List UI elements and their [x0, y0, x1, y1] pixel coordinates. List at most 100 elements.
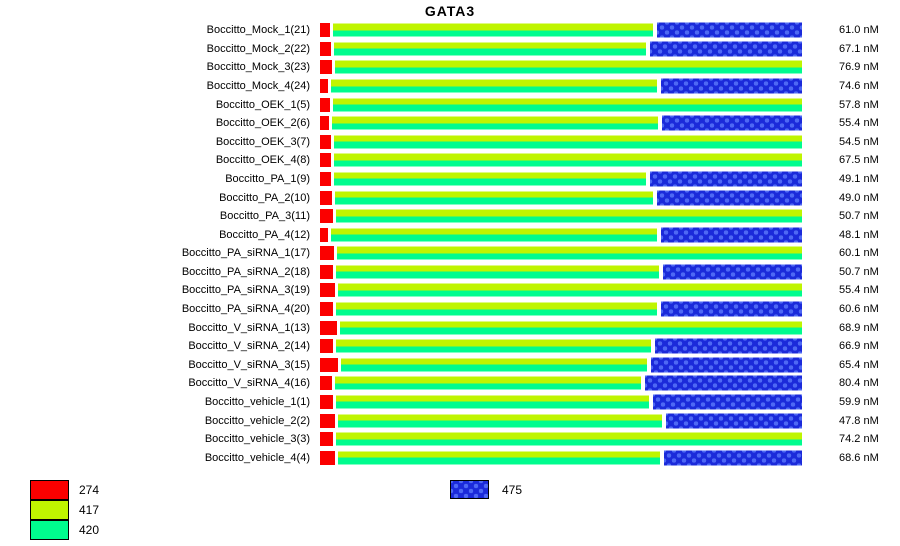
row-label: Boccitto_PA_3(11) — [219, 210, 310, 223]
bar-segment-475 — [650, 41, 802, 57]
bar-segment-475 — [666, 413, 802, 429]
bar-segment-420 — [336, 346, 651, 353]
bar-group-417-420 — [336, 339, 651, 353]
row-label: Boccitto_PA_4(12) — [219, 228, 310, 241]
bar-segment-417 — [333, 98, 802, 105]
row-value: 61.0 nM — [839, 24, 879, 37]
bar-segment-475 — [645, 375, 802, 391]
row-value: 60.6 nM — [839, 303, 879, 316]
bar-group-417-420 — [333, 23, 653, 37]
row-value: 59.9 nM — [839, 395, 879, 408]
chart-row: Boccitto_OEK_2(6) 55.4 nM — [0, 114, 900, 133]
bar-segment-417 — [338, 414, 662, 421]
row-label: Boccitto_PA_2(10) — [219, 191, 310, 204]
bar-segment-420 — [331, 86, 657, 93]
bar-segment-417 — [332, 116, 658, 124]
row-value: 68.6 nM — [839, 451, 879, 464]
legend-475: 475 — [450, 480, 522, 499]
bar-group-417-420 — [338, 414, 662, 428]
bar-segment-475 — [661, 227, 802, 243]
legend-swatch-274 — [30, 479, 69, 500]
bar-group-417-420 — [338, 451, 660, 465]
bar-segment-417 — [336, 302, 657, 310]
legend-swatch-417 — [30, 499, 69, 520]
legend-item-274: 274 — [30, 479, 100, 500]
row-value: 66.9 nM — [839, 340, 879, 353]
bar-group-417-420 — [338, 283, 802, 297]
chart-row: Boccitto_PA_siRNA_1(17) 60.1 nM — [0, 244, 900, 263]
row-value: 54.5 nM — [839, 135, 879, 148]
row-label: Boccitto_V_siRNA_1(13) — [188, 321, 310, 334]
bar-segment-475 — [663, 264, 802, 280]
legend-label-274: 274 — [79, 483, 100, 497]
bar-segment-274 — [320, 376, 332, 391]
bar-segment-420 — [336, 309, 657, 316]
bar-segment-475 — [651, 357, 802, 373]
bar-segment-420 — [335, 197, 653, 205]
bar-group-417-420 — [334, 135, 802, 149]
bar-group-417-420 — [334, 42, 646, 56]
bar-group-417-420 — [336, 265, 659, 279]
legend-label-420: 420 — [79, 523, 100, 537]
bar-segment-417 — [334, 172, 646, 179]
row-label: Boccitto_PA_siRNA_1(17) — [181, 247, 310, 260]
bar-segment-417 — [336, 265, 659, 272]
bar-segment-274 — [320, 339, 333, 354]
bar-group-417-420 — [340, 321, 802, 335]
bar-segment-420 — [340, 327, 802, 335]
chart-row: Boccitto_Mock_4(24) 74.6 nM — [0, 77, 900, 96]
bar-segment-417 — [338, 283, 802, 291]
row-label: Boccitto_Mock_2(22) — [206, 42, 310, 55]
bar-group-417-420 — [335, 376, 641, 390]
bar-segment-420 — [338, 420, 662, 428]
chart-row: Boccitto_PA_siRNA_3(19) 55.4 nM — [0, 281, 900, 300]
bar-segment-420 — [336, 401, 649, 409]
bar-group-417-420 — [336, 302, 657, 316]
row-label: Boccitto_V_siRNA_2(14) — [188, 340, 310, 353]
bar-segment-475 — [653, 394, 802, 410]
bar-segment-417 — [338, 451, 660, 458]
row-value: 49.0 nM — [839, 191, 879, 204]
bar-segment-475 — [662, 115, 802, 131]
bar-segment-274 — [320, 116, 329, 131]
row-value: 55.4 nM — [839, 284, 879, 297]
bar-segment-420 — [336, 271, 659, 279]
bar-segment-417 — [335, 376, 641, 384]
row-value: 80.4 nM — [839, 377, 879, 390]
chart-row: Boccitto_PA_1(9) 49.1 nM — [0, 170, 900, 189]
bar-segment-417 — [337, 246, 802, 254]
bar-segment-417 — [331, 79, 657, 87]
bar-segment-475 — [650, 171, 802, 187]
row-label: Boccitto_Mock_4(24) — [206, 80, 310, 93]
bar-segment-420 — [331, 234, 657, 242]
row-label: Boccitto_Mock_3(23) — [206, 61, 310, 74]
chart-row: Boccitto_PA_siRNA_4(20) 60.6 nM — [0, 300, 900, 319]
chart-row: Boccitto_vehicle_2(2) 47.8 nM — [0, 411, 900, 430]
row-label: Boccitto_PA_siRNA_4(20) — [181, 303, 310, 316]
bar-segment-274 — [320, 97, 330, 112]
row-label: Boccitto_vehicle_2(2) — [204, 414, 310, 427]
row-value: 50.7 nM — [839, 210, 879, 223]
bar-segment-420 — [332, 123, 658, 130]
row-value: 67.1 nM — [839, 42, 879, 55]
bar-segment-420 — [334, 160, 802, 167]
bar-segment-417 — [336, 339, 651, 347]
row-value: 57.8 nM — [839, 98, 879, 111]
row-label: Boccitto_OEK_4(8) — [215, 154, 310, 167]
bar-segment-274 — [320, 432, 333, 447]
bar-group-417-420 — [334, 172, 646, 186]
row-value: 76.9 nM — [839, 61, 879, 74]
row-label: Boccitto_vehicle_3(3) — [204, 433, 310, 446]
bar-segment-420 — [333, 30, 653, 37]
bar-segment-274 — [320, 357, 338, 372]
bar-segment-417 — [336, 209, 802, 217]
bar-segment-274 — [320, 450, 335, 465]
bar-segment-417 — [334, 153, 802, 161]
bar-segment-420 — [341, 364, 647, 372]
bar-segment-420 — [335, 383, 641, 390]
bar-segment-274 — [320, 171, 331, 186]
legend-item-417: 417 — [30, 499, 99, 520]
legend-wavelengths: 274 417 420 — [30, 479, 100, 540]
bar-segment-475 — [657, 190, 802, 206]
chart-row: Boccitto_PA_siRNA_2(18) 50.7 nM — [0, 263, 900, 282]
